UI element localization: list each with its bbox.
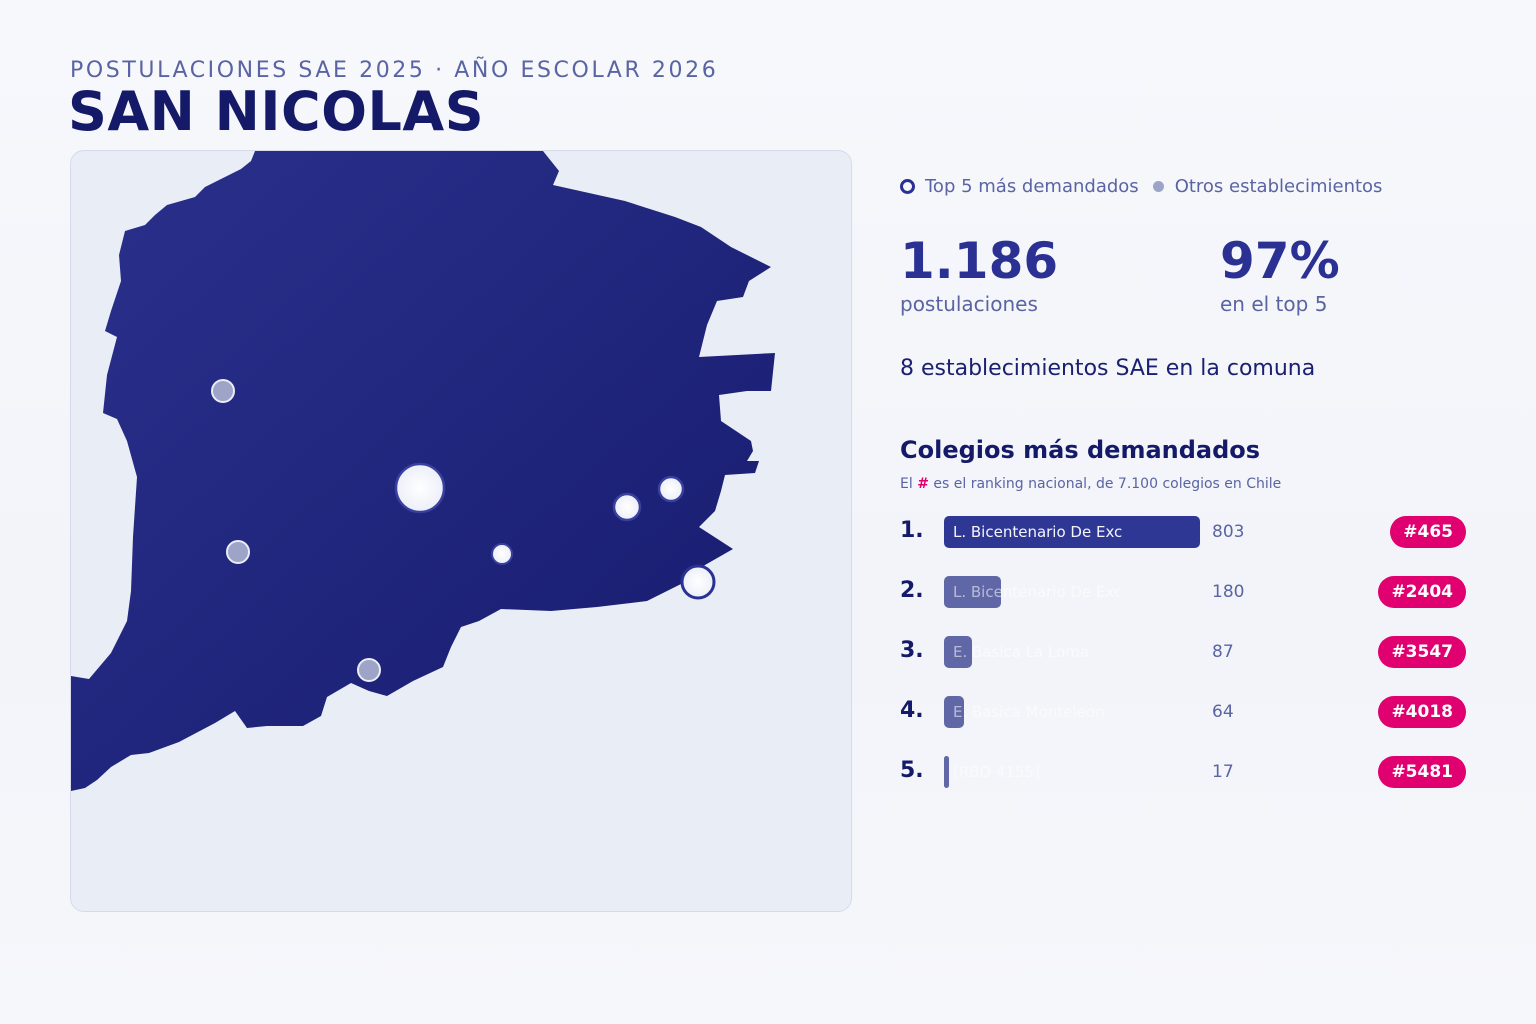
demand-bar xyxy=(944,636,972,668)
other-dot-icon xyxy=(1152,180,1164,192)
rank-number: 5. xyxy=(900,758,924,783)
school-markers xyxy=(211,379,716,682)
school-marker-top-4[interactable] xyxy=(657,475,685,503)
school-marker-top-3[interactable] xyxy=(612,492,642,522)
top5-ring-icon xyxy=(900,178,915,194)
rank-number: 2. xyxy=(900,578,924,603)
national-rank-badge: #465 xyxy=(1390,516,1466,548)
ranking-row[interactable]: 4. E. Basica Monteleon 64 #4018 xyxy=(900,696,1466,728)
legend-top5-label: Top 5 más demandados xyxy=(925,175,1139,197)
total-applications-value: 1.186 xyxy=(900,232,1059,290)
school-name: E. Basica La Loma xyxy=(953,643,1090,661)
school-marker-top-5[interactable] xyxy=(491,543,513,565)
demand-bar xyxy=(944,576,1001,608)
ranking-row[interactable]: 5. [RBD 4155] 17 #5481 xyxy=(900,756,1466,788)
rank-number: 4. xyxy=(900,698,924,723)
school-name: L. Bicentenario De Exc xyxy=(953,523,1123,541)
map-panel xyxy=(70,150,852,912)
ranking-note-prefix: El xyxy=(900,476,913,492)
demand-bar xyxy=(944,516,1200,548)
school-marker-other[interactable] xyxy=(357,658,381,682)
national-rank-badge: #5481 xyxy=(1378,756,1466,788)
national-rank-badge: #4018 xyxy=(1378,696,1466,728)
map-legend: Top 5 más demandados Otros establecimien… xyxy=(900,173,1382,199)
application-count: 180 xyxy=(1212,582,1245,602)
page-subtitle: POSTULACIONES SAE 2025 · AÑO ESCOLAR 202… xyxy=(70,58,719,83)
rank-number: 3. xyxy=(900,638,924,663)
page-title: SAN NICOLAS xyxy=(68,80,485,143)
ranking-note-hash: # xyxy=(917,476,929,492)
school-marker-top-2[interactable] xyxy=(680,564,716,600)
legend-others-label: Otros establecimientos xyxy=(1174,175,1383,197)
application-count: 17 xyxy=(1212,762,1234,782)
national-rank-badge: #3547 xyxy=(1378,636,1466,668)
national-rank-badge: #2404 xyxy=(1378,576,1466,608)
application-count: 87 xyxy=(1212,642,1234,662)
school-marker-other[interactable] xyxy=(226,540,250,564)
total-applications-label: postulaciones xyxy=(900,292,1038,316)
ranking-title: Colegios más demandados xyxy=(900,436,1261,464)
application-count: 803 xyxy=(1212,522,1245,542)
ranking-row[interactable]: 3. E. Basica La Loma 87 #3547 xyxy=(900,636,1466,668)
application-count: 64 xyxy=(1212,702,1234,722)
ranking-row[interactable]: 2. L. Bicentenario De Exc 180 #2404 xyxy=(900,576,1466,608)
demand-bar xyxy=(944,756,949,788)
commune-map xyxy=(71,151,775,791)
rank-number: 1. xyxy=(900,518,924,543)
top5-share-value: 97% xyxy=(1220,232,1340,290)
demand-bar xyxy=(944,696,964,728)
schools-count-line: 8 establecimientos SAE en la comuna xyxy=(900,356,1316,381)
ranking-note-suffix: es el ranking nacional, de 7.100 colegio… xyxy=(933,476,1282,492)
school-marker-other[interactable] xyxy=(211,379,235,403)
ranking-note: El # es el ranking nacional, de 7.100 co… xyxy=(900,476,1281,492)
school-marker-top-1[interactable] xyxy=(394,462,446,514)
top5-share-label: en el top 5 xyxy=(1220,292,1328,316)
school-name: [RBD 4155] xyxy=(953,763,1040,781)
ranking-row[interactable]: 1. L. Bicentenario De Exc 803 #465 xyxy=(900,516,1466,548)
school-name: E. Basica Monteleon xyxy=(953,703,1105,721)
school-name: L. Bicentenario De Exc xyxy=(953,583,1123,601)
